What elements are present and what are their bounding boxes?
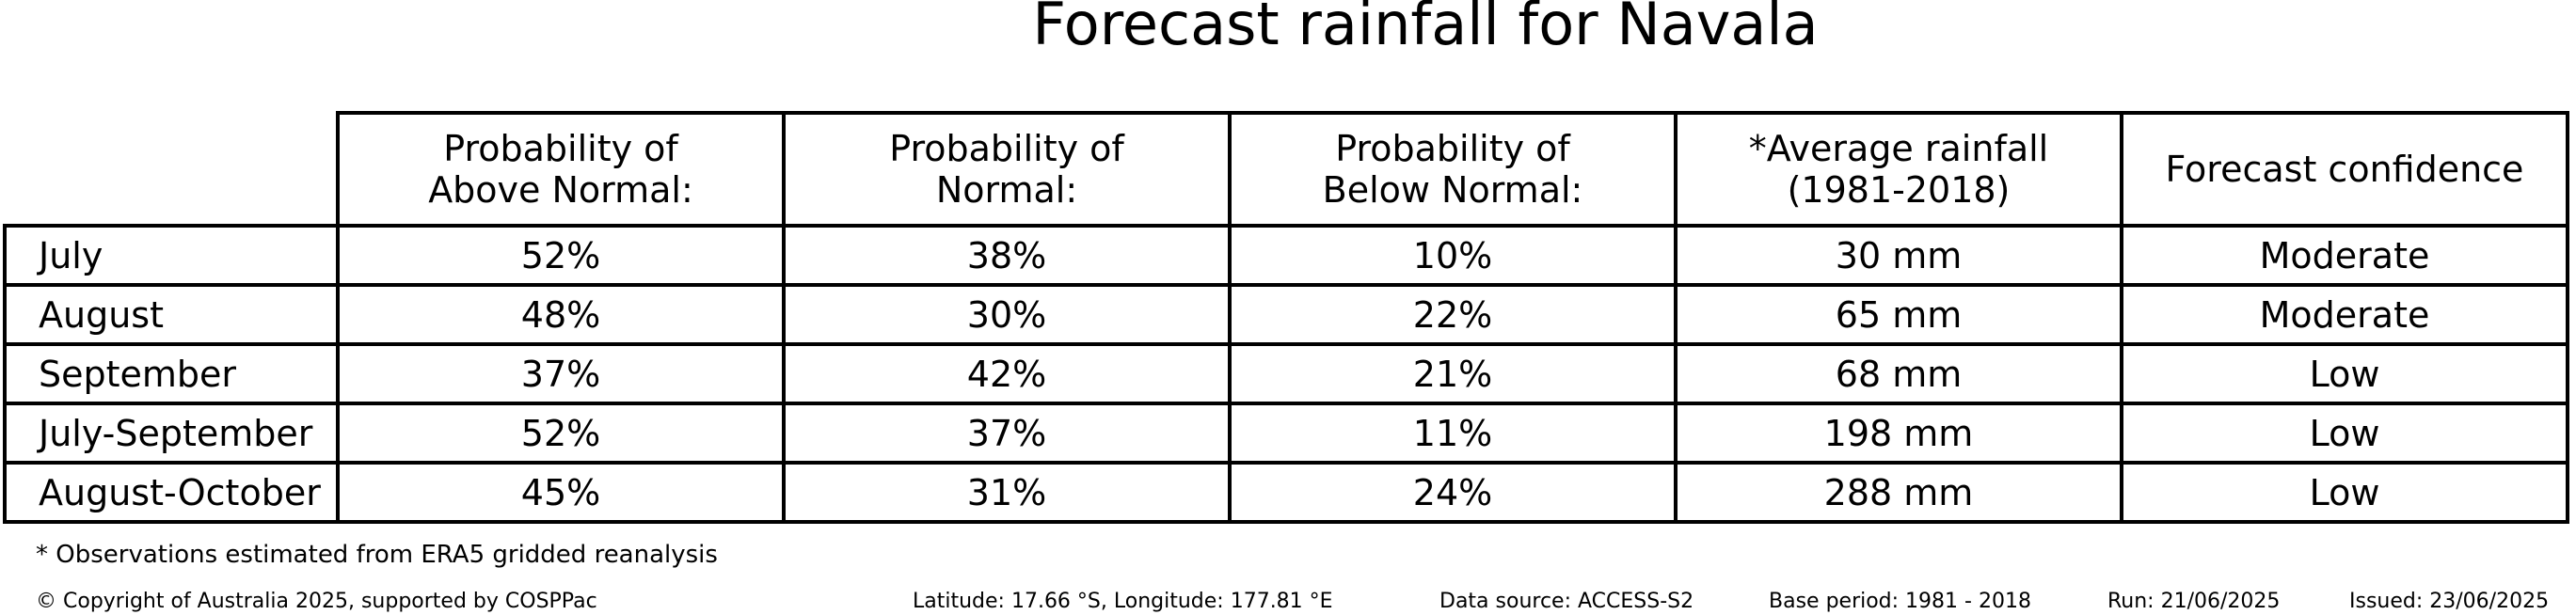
cell-normal: 30% (782, 283, 1232, 346)
cell-normal: 37% (782, 402, 1232, 465)
base-period-text: Base period: 1981 - 2018 (1769, 590, 2031, 613)
table-row: September 37% 42% 21% 68 mm Low (3, 342, 2569, 405)
header-line: Probability of (889, 128, 1124, 169)
cell-below-normal: 21% (1228, 342, 1678, 405)
data-source-text: Data source: ACCESS-S2 (1439, 590, 1694, 613)
table-row: August-October 45% 31% 24% 288 mm Low (3, 461, 2569, 524)
header-line: Probability of (1335, 128, 1570, 169)
footnote: * Observations estimated from ERA5 gridd… (36, 541, 718, 569)
header-line: (1981-2018) (1787, 169, 2011, 211)
location-text: Latitude: 17.66 °S, Longitude: 177.81 °E (913, 590, 1333, 613)
issued-date-text: Issued: 23/06/2025 (2349, 590, 2550, 613)
cell-above-normal: 48% (336, 283, 786, 346)
cell-below-normal: 11% (1228, 402, 1678, 465)
cell-confidence: Low (2120, 342, 2569, 405)
cell-above-normal: 45% (336, 461, 786, 524)
cell-confidence: Moderate (2120, 283, 2569, 346)
header-row: Probability of Above Normal: Probability… (5, 111, 2569, 228)
cell-average-rainfall: 288 mm (1674, 461, 2123, 524)
cell-above-normal: 52% (336, 224, 786, 287)
cell-confidence: Moderate (2120, 224, 2569, 287)
row-label: July-September (3, 402, 340, 465)
corner-cell (5, 113, 340, 228)
cell-average-rainfall: 65 mm (1674, 283, 2123, 346)
chart-title: Forecast rainfall for Navala (1032, 0, 1819, 58)
forecast-table: Probability of Above Normal: Probability… (3, 111, 2569, 524)
cell-confidence: Low (2120, 402, 2569, 465)
run-date-text: Run: 21/06/2025 (2107, 590, 2281, 613)
cell-below-normal: 22% (1228, 283, 1678, 346)
row-label: September (3, 342, 340, 405)
row-label: July (3, 224, 340, 287)
table-row: July-September 52% 37% 11% 198 mm Low (3, 402, 2569, 465)
header-line: Probability of (443, 128, 678, 169)
cell-confidence: Low (2120, 461, 2569, 524)
cell-above-normal: 52% (336, 402, 786, 465)
column-header-normal: Probability of Normal: (782, 111, 1232, 228)
cell-average-rainfall: 30 mm (1674, 224, 2123, 287)
cell-average-rainfall: 68 mm (1674, 342, 2123, 405)
cell-normal: 42% (782, 342, 1232, 405)
column-header-above-normal: Probability of Above Normal: (336, 111, 786, 228)
header-line: Above Normal: (428, 169, 693, 211)
cell-above-normal: 37% (336, 342, 786, 405)
cell-below-normal: 10% (1228, 224, 1678, 287)
header-line: *Average rainfall (1748, 128, 2049, 169)
table-row: August 48% 30% 22% 65 mm Moderate (3, 283, 2569, 346)
header-line: Below Normal: (1322, 169, 1583, 211)
header-line: Forecast confidence (2165, 149, 2524, 190)
row-label: August (3, 283, 340, 346)
column-header-below-normal: Probability of Below Normal: (1228, 111, 1678, 228)
cell-normal: 38% (782, 224, 1232, 287)
row-label: August-October (3, 461, 340, 524)
cell-normal: 31% (782, 461, 1232, 524)
column-header-average-rainfall: *Average rainfall (1981-2018) (1674, 111, 2123, 228)
cell-below-normal: 24% (1228, 461, 1678, 524)
copyright-text: © Copyright of Australia 2025, supported… (36, 590, 597, 613)
cell-average-rainfall: 198 mm (1674, 402, 2123, 465)
table-row: July 52% 38% 10% 30 mm Moderate (3, 224, 2569, 287)
column-header-confidence: Forecast confidence (2120, 111, 2569, 228)
header-line: Normal: (935, 169, 1078, 211)
